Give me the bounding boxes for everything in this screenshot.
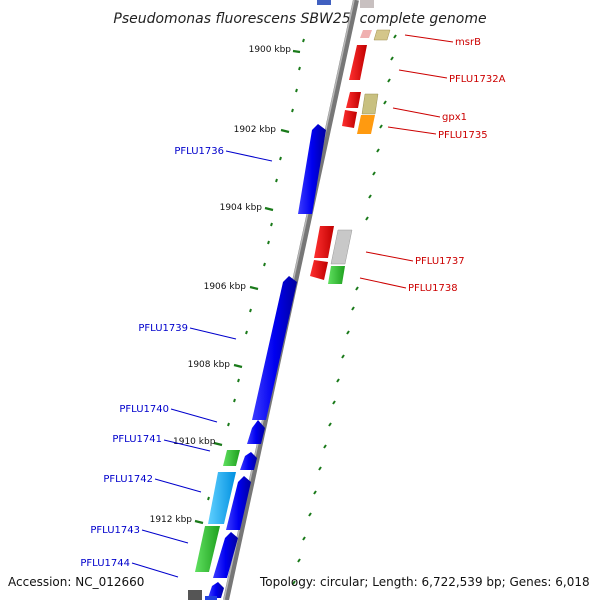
tick-label-1908: 1908 kbp <box>188 360 231 370</box>
tick-label-1902: 1902 kbp <box>234 125 277 135</box>
accession-text: Accession: NC_012660 <box>8 575 144 589</box>
kbp-labels: 1900 kbp 1902 kbp 1904 kbp 1906 kbp 1908… <box>150 45 292 525</box>
gene-shape-pflu1735[interactable] <box>357 115 375 134</box>
gene-shape-pflu1737-grey[interactable] <box>330 229 353 265</box>
gene-label-gpx1[interactable]: gpx1 <box>442 112 467 123</box>
gene-shape-top-partial[interactable] <box>360 0 374 8</box>
gene-shape-pflu1737-a[interactable] <box>314 226 334 258</box>
reverse-dot-ladder <box>207 38 305 501</box>
gene-shape-bottom-blue[interactable] <box>205 596 217 600</box>
topology-text: Topology: circular; Length: 6,722,539 bp… <box>259 575 590 589</box>
gene-label-pflu1736[interactable]: PFLU1736 <box>174 146 224 157</box>
gene-shape-pflu1740[interactable] <box>247 420 265 444</box>
gene-label-pflu1737[interactable]: PFLU1737 <box>415 256 465 267</box>
gene-shape-pflu1739[interactable] <box>252 276 297 420</box>
gene-label-pflu1744[interactable]: PFLU1744 <box>80 558 130 569</box>
gene-shape-pflu1738[interactable] <box>328 266 345 284</box>
gene-shape-pflu1744[interactable] <box>208 582 224 598</box>
tick-label-1912: 1912 kbp <box>150 515 193 525</box>
gene-label-pflu1739[interactable]: PFLU1739 <box>138 323 188 334</box>
gene-shape-pflu1741-green[interactable] <box>223 450 240 466</box>
gene-shape-pflu1732a[interactable] <box>349 45 367 80</box>
gene-shape-pflu1743-blue[interactable] <box>213 532 238 578</box>
gene-shape-pflu1742[interactable] <box>208 472 236 524</box>
tick-label-1910: 1910 kbp <box>173 437 216 447</box>
map-title: Pseudomonas fluorescens SBW25, complete … <box>113 11 486 27</box>
gene-label-pflu1740[interactable]: PFLU1740 <box>119 404 169 415</box>
gene-label-pflu1741[interactable]: PFLU1741 <box>112 434 162 445</box>
gene-shape-pink[interactable] <box>360 30 372 38</box>
forward-leaders <box>359 34 454 289</box>
gene-label-pflu1735[interactable]: PFLU1735 <box>438 130 488 141</box>
tick-label-1904: 1904 kbp <box>220 203 263 213</box>
gene-shape-pflu1742-blue[interactable] <box>226 476 251 530</box>
kbp-ticks <box>194 49 301 525</box>
forward-genes <box>310 0 391 284</box>
reverse-genes <box>188 0 331 600</box>
gene-shape-top-blue[interactable] <box>317 0 331 5</box>
gene-label-pflu1732a[interactable]: PFLU1732A <box>449 74 506 85</box>
gene-label-pflu1738[interactable]: PFLU1738 <box>408 283 458 294</box>
gene-shape-gpx1-a[interactable] <box>346 92 361 108</box>
gene-label-msrb[interactable]: msrB <box>455 37 481 48</box>
gene-shape-pflu1743[interactable] <box>195 526 220 572</box>
reverse-leaders <box>131 150 273 578</box>
gene-shape-pflu1736[interactable] <box>298 124 326 214</box>
gene-shape-bottom-grey[interactable] <box>188 590 202 600</box>
reverse-gene-labels: PFLU1736 PFLU1739 PFLU1740 PFLU1741 PFLU… <box>80 146 224 569</box>
forward-gene-labels: msrB PFLU1732A gpx1 PFLU1735 PFLU1737 PF… <box>408 37 506 294</box>
tick-label-1900: 1900 kbp <box>249 45 292 55</box>
gene-shape-msrb[interactable] <box>373 29 391 41</box>
gene-shape-gpx1-tan[interactable] <box>361 93 379 115</box>
gene-shape-pflu1737-b[interactable] <box>310 260 328 280</box>
tick-label-1906: 1906 kbp <box>204 282 247 292</box>
gene-shape-pflu1741-blue[interactable] <box>240 452 257 470</box>
gene-shape-gpx1-b[interactable] <box>342 110 357 128</box>
gene-label-pflu1742[interactable]: PFLU1742 <box>103 474 153 485</box>
gene-label-pflu1743[interactable]: PFLU1743 <box>90 525 140 536</box>
forward-dot-ladder <box>292 34 397 585</box>
